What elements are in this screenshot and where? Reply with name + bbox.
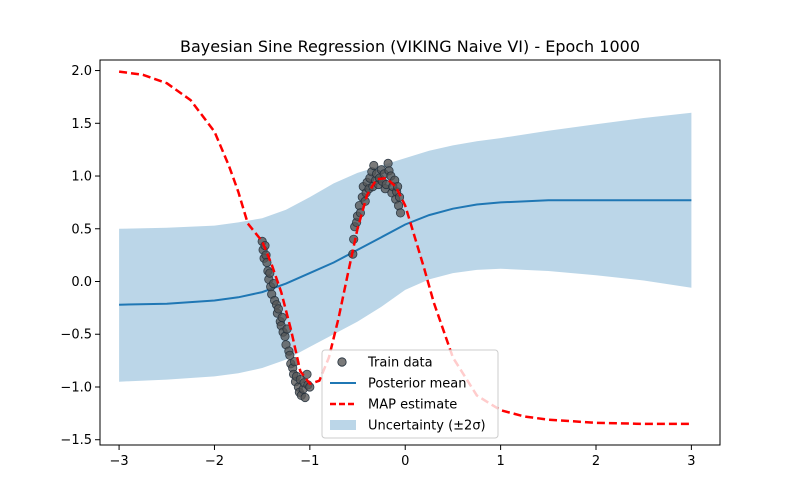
train-point [277,312,287,322]
uncertainty-band [119,112,692,382]
chart-title: Bayesian Sine Regression (VIKING Naive V… [180,37,640,56]
train-point [300,392,310,403]
train-point [265,268,275,278]
y-tick-label: 1.0 [71,170,92,185]
posterior-mean-line [119,199,692,306]
legend-label: Posterior mean [368,377,466,392]
train-point [273,304,283,314]
train-point [395,208,406,218]
legend-marker-train [337,357,347,367]
x-tick-label: −2 [205,454,224,469]
plot-frame [99,59,721,446]
y-tick-label: −1.5 [60,433,92,448]
legend-label: Train data [367,356,433,371]
x-tick-label: 1 [496,454,504,469]
x-tick-label: 0 [401,454,409,469]
y-tick-label: 2.0 [71,64,92,79]
legend-label: MAP estimate [368,398,457,413]
y-tick-label: −1.0 [60,380,92,395]
legend-label: Uncertainty (±2σ) [368,419,486,434]
y-tick-label: 0.5 [71,222,92,237]
train-point [369,160,379,171]
x-tick-label: 2 [592,454,600,469]
x-tick-label: −1 [300,454,319,469]
y-tick-label: 1.5 [71,117,92,132]
y-tick-label: −0.5 [60,328,92,343]
legend-marker-band [330,420,356,430]
legend-box [321,349,499,439]
x-tick-label: −3 [109,454,128,469]
axes: −3 −2 −1 0 1 2 3 −1.5 −1.0 −0.5 0.0 0.5 1.0 1.5 2.0 [60,64,695,469]
x-tick-label: 3 [687,454,695,469]
plot-area [118,70,692,426]
legend: Train data Posterior mean MAP estimate Unce… [321,349,499,439]
y-tick-label: 0.0 [71,275,92,290]
